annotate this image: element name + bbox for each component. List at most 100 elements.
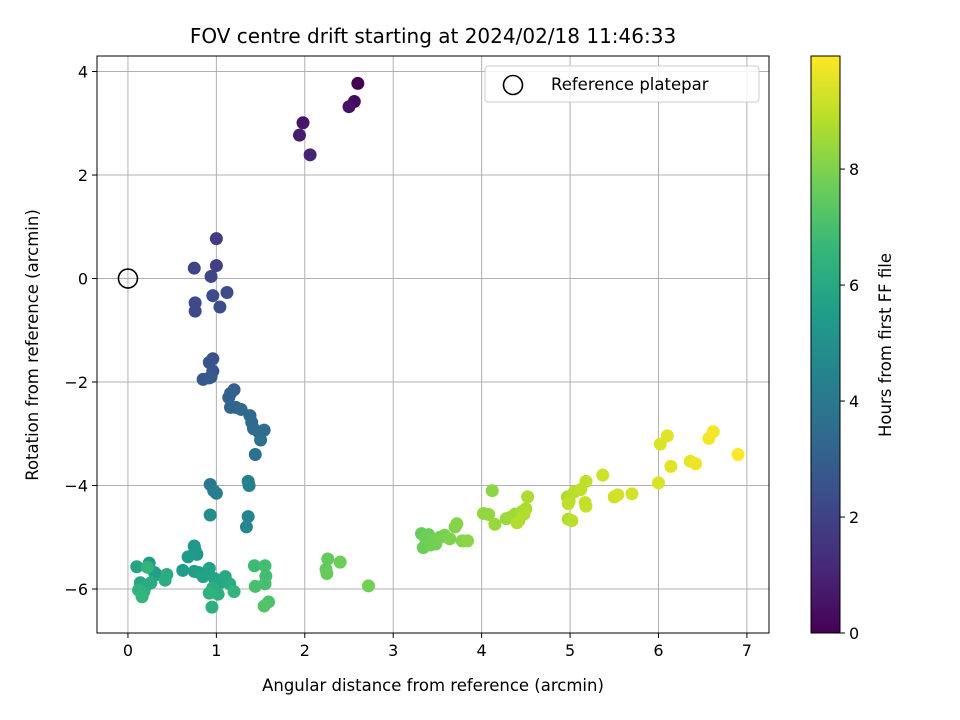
scatter-point — [361, 579, 375, 593]
scatter-point — [241, 510, 255, 524]
y-tick-label: 0 — [78, 270, 88, 289]
scatter-point — [239, 520, 253, 534]
scatter-point — [202, 371, 216, 385]
x-axis-ticks: 0 1 2 3 4 5 6 7 — [123, 633, 752, 660]
scatter-point — [482, 507, 496, 521]
x-tick-label: 2 — [300, 641, 310, 660]
legend: Reference platepar — [484, 65, 760, 103]
plot-frame — [96, 55, 770, 634]
scatter-point — [731, 447, 745, 461]
scatter-point — [209, 232, 223, 246]
scatter-point — [187, 261, 201, 275]
scatter-point — [660, 429, 674, 443]
colorbar-ticks: 0 2 4 6 8 — [840, 160, 859, 643]
scatter-point — [248, 579, 262, 593]
scatter-point — [213, 300, 227, 314]
x-tick-label: 5 — [565, 641, 575, 660]
scatter-point — [181, 550, 195, 564]
scatter-point — [135, 590, 149, 604]
scatter-point — [140, 560, 154, 574]
scatter-point — [296, 116, 310, 130]
x-axis-label: Angular distance from reference (arcmin) — [262, 676, 604, 695]
x-tick-label: 6 — [653, 641, 663, 660]
y-axis-ticks: −6 −4 −2 0 2 4 — [64, 63, 97, 599]
scatter-point — [651, 476, 665, 490]
scatter-point — [130, 560, 144, 574]
scatter-point — [176, 563, 190, 577]
colorbar-tick-label: 4 — [849, 392, 859, 411]
scatter-point — [242, 479, 256, 493]
colorbar-label: Hours from first FF file — [876, 253, 895, 437]
scatter-point — [258, 559, 272, 573]
scatter-point — [706, 425, 720, 439]
scatter-point — [203, 508, 217, 522]
scatter-point — [423, 538, 437, 552]
scatter-point — [204, 269, 218, 283]
scatter-point — [303, 148, 317, 162]
x-tick-label: 4 — [477, 641, 487, 660]
scatter-point — [664, 459, 678, 473]
scatter-point — [625, 487, 639, 501]
scatter-point — [292, 128, 306, 142]
scatter-point — [202, 586, 216, 600]
y-tick-label: 2 — [78, 166, 88, 185]
x-tick-label: 3 — [388, 641, 398, 660]
scatter-point — [188, 304, 202, 318]
scatter-point — [510, 516, 524, 530]
scatter-point — [206, 289, 220, 303]
scatter-point — [561, 497, 575, 511]
x-tick-label: 7 — [742, 641, 752, 660]
scatter-point — [320, 566, 334, 580]
scatter-point — [488, 517, 502, 531]
scatter-point — [205, 600, 219, 614]
scatter-point — [158, 573, 172, 587]
colorbar — [810, 55, 841, 634]
scatter-point — [254, 433, 268, 447]
scatter-point — [202, 561, 216, 575]
scatter-point — [596, 468, 610, 482]
colorbar-tick-label: 8 — [849, 160, 859, 179]
y-axis-label: Rotation from reference (arcmin) — [23, 209, 42, 481]
scatter-point — [321, 552, 335, 566]
colorbar-tick-label: 2 — [849, 508, 859, 527]
scatter-point — [257, 423, 271, 437]
y-tick-label: −2 — [64, 373, 88, 392]
scatter-point — [227, 585, 241, 599]
scatter-point — [209, 486, 223, 500]
legend-marker-icon — [502, 74, 524, 96]
scatter-point — [342, 100, 356, 114]
scatter-point — [485, 484, 499, 498]
reference-platepar-marker — [117, 268, 139, 289]
scatter-point — [257, 599, 271, 613]
scatter-point — [351, 76, 365, 90]
scatter-point — [220, 285, 234, 299]
x-tick-label: 1 — [211, 641, 221, 660]
scatter-point — [579, 499, 593, 513]
scatter-point — [209, 259, 223, 273]
scatter-point — [611, 488, 625, 502]
scatter-point — [460, 534, 474, 548]
legend-box — [484, 65, 760, 103]
scatter-point — [565, 514, 579, 528]
scatter-point — [450, 517, 464, 531]
scatter-point — [247, 559, 261, 573]
scatter-point — [443, 532, 457, 546]
colorbar-tick-label: 6 — [849, 276, 859, 295]
scatter-point — [689, 457, 703, 471]
colorbar-tick-label: 0 — [849, 624, 859, 643]
y-tick-label: 4 — [78, 63, 88, 82]
scatter-point — [521, 490, 535, 504]
scatter-point — [248, 447, 262, 461]
scatter-point — [144, 576, 158, 590]
chart-title: FOV centre drift starting at 2024/02/18 … — [190, 24, 676, 48]
scatter-point — [517, 507, 531, 521]
scatter-point — [258, 577, 272, 591]
scatter-points — [130, 76, 745, 614]
legend-label: Reference platepar — [551, 75, 709, 94]
scatter-point — [222, 391, 236, 405]
x-tick-label: 0 — [123, 641, 133, 660]
scatter-point — [579, 474, 593, 488]
scatter-point — [333, 555, 347, 569]
y-tick-label: −6 — [64, 580, 88, 599]
